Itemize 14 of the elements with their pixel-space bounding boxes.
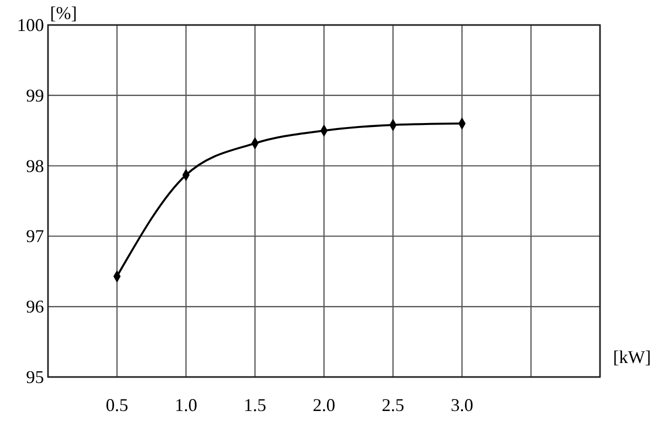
y-tick-label: 97 bbox=[26, 226, 44, 246]
x-tick-label: 0.5 bbox=[106, 395, 128, 415]
x-tick-label: 1.5 bbox=[244, 395, 266, 415]
x-tick-label: 1.0 bbox=[174, 395, 198, 415]
x-tick-label: 2.5 bbox=[382, 395, 404, 415]
y-tick-label: 95 bbox=[26, 367, 44, 387]
y-tick-label: 99 bbox=[26, 85, 44, 106]
y-axis-title: [%] bbox=[50, 3, 77, 23]
x-axis-title: [kW] bbox=[613, 347, 651, 367]
y-tick-label: 96 bbox=[26, 296, 44, 317]
y-tick-label: 98 bbox=[26, 156, 44, 176]
y-tick-label: 100 bbox=[17, 15, 44, 35]
x-tick-label: 3.0 bbox=[450, 395, 474, 415]
x-tick-label: 2.0 bbox=[312, 395, 336, 415]
